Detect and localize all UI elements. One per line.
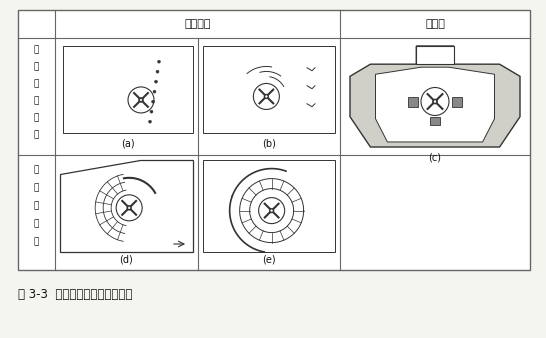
Circle shape bbox=[151, 100, 155, 103]
Circle shape bbox=[128, 207, 130, 209]
Text: 带: 带 bbox=[34, 63, 39, 72]
Text: 不: 不 bbox=[34, 46, 39, 54]
Circle shape bbox=[269, 208, 274, 213]
Text: 篦: 篦 bbox=[34, 219, 39, 228]
Text: 可逆式: 可逆式 bbox=[425, 19, 445, 29]
Text: 带: 带 bbox=[34, 166, 39, 174]
Text: (a): (a) bbox=[121, 138, 135, 148]
Text: 篦: 篦 bbox=[34, 114, 39, 122]
Text: 匀: 匀 bbox=[34, 184, 39, 193]
Circle shape bbox=[253, 83, 280, 110]
Bar bbox=[203, 160, 335, 252]
Polygon shape bbox=[376, 67, 495, 142]
Bar bbox=[408, 97, 418, 106]
Text: (c): (c) bbox=[429, 152, 442, 162]
Circle shape bbox=[259, 198, 284, 224]
Circle shape bbox=[140, 99, 142, 101]
Circle shape bbox=[116, 195, 142, 221]
Text: 极: 极 bbox=[34, 238, 39, 246]
Circle shape bbox=[156, 70, 159, 73]
Circle shape bbox=[139, 98, 144, 102]
Text: (d): (d) bbox=[120, 255, 133, 265]
Bar bbox=[430, 117, 440, 124]
Text: 图 3-3  单转子反击式破碗机分类: 图 3-3 单转子反击式破碗机分类 bbox=[18, 289, 132, 301]
Circle shape bbox=[264, 94, 269, 99]
Bar bbox=[18, 10, 530, 270]
Bar bbox=[416, 46, 454, 64]
Bar bbox=[452, 97, 462, 106]
Text: 整: 整 bbox=[34, 201, 39, 211]
Bar bbox=[203, 46, 335, 133]
Circle shape bbox=[149, 120, 151, 123]
Circle shape bbox=[434, 100, 436, 102]
Bar bbox=[63, 46, 193, 133]
Text: 匀: 匀 bbox=[34, 79, 39, 89]
Circle shape bbox=[265, 96, 268, 97]
Circle shape bbox=[155, 80, 157, 83]
Circle shape bbox=[421, 88, 449, 116]
Circle shape bbox=[157, 60, 161, 63]
Circle shape bbox=[127, 206, 132, 210]
Circle shape bbox=[128, 87, 154, 113]
Circle shape bbox=[153, 90, 156, 93]
Text: 整: 整 bbox=[34, 97, 39, 105]
Text: (e): (e) bbox=[262, 255, 276, 265]
Text: 极: 极 bbox=[34, 130, 39, 140]
Polygon shape bbox=[350, 46, 520, 147]
Polygon shape bbox=[60, 160, 193, 252]
Text: (b): (b) bbox=[262, 138, 276, 148]
Circle shape bbox=[271, 210, 272, 212]
Text: 不可逆式: 不可逆式 bbox=[184, 19, 211, 29]
Circle shape bbox=[150, 110, 153, 113]
Circle shape bbox=[432, 99, 437, 104]
